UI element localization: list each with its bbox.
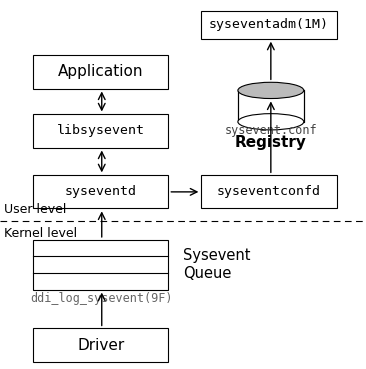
FancyBboxPatch shape <box>201 11 337 39</box>
Text: Driver: Driver <box>77 338 124 352</box>
FancyBboxPatch shape <box>33 240 168 290</box>
Text: Application: Application <box>58 65 143 79</box>
FancyBboxPatch shape <box>33 175 168 208</box>
FancyBboxPatch shape <box>33 114 168 148</box>
FancyBboxPatch shape <box>238 90 304 122</box>
FancyBboxPatch shape <box>201 175 337 208</box>
Text: libsysevent: libsysevent <box>57 124 145 138</box>
FancyBboxPatch shape <box>33 55 168 89</box>
Ellipse shape <box>238 114 304 130</box>
Text: User level: User level <box>4 203 66 216</box>
Text: syseventconfd: syseventconfd <box>217 185 321 199</box>
Text: syseventd: syseventd <box>65 185 137 199</box>
Text: Kernel level: Kernel level <box>4 227 77 240</box>
Text: sysevent.conf: sysevent.conf <box>224 124 317 138</box>
Text: syseventadm(1M): syseventadm(1M) <box>209 18 329 31</box>
Ellipse shape <box>238 82 304 99</box>
Text: Sysevent
Queue: Sysevent Queue <box>183 248 250 281</box>
Text: Registry: Registry <box>235 135 307 150</box>
FancyBboxPatch shape <box>33 328 168 362</box>
Text: ddi_log_sysevent(9F): ddi_log_sysevent(9F) <box>30 292 173 306</box>
